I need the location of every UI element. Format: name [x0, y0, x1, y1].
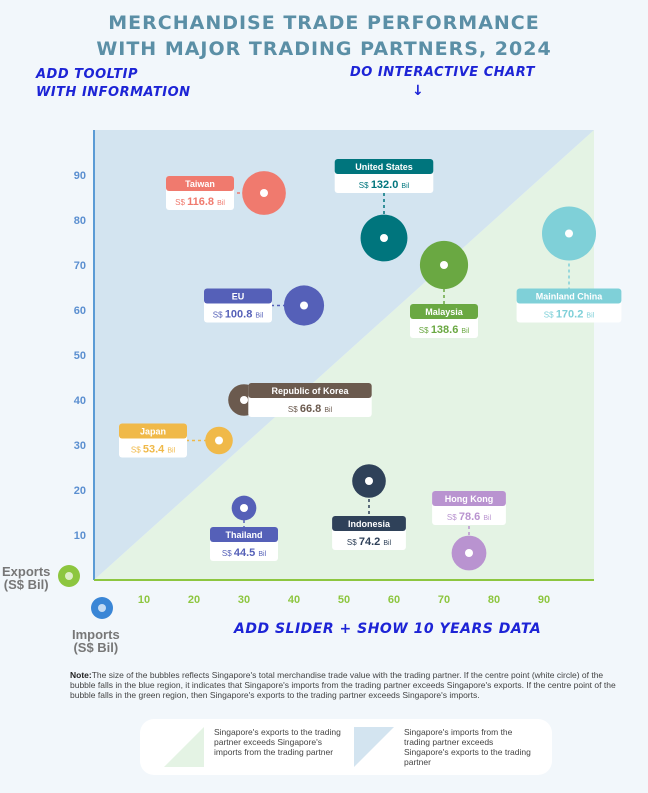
label-name: United States	[355, 162, 413, 172]
label-header	[332, 516, 406, 531]
x-tick-label: 80	[488, 594, 500, 606]
region-legend: Singapore's exports to the trading partn…	[140, 719, 552, 775]
chart-note: Note:The size of the bubbles reflects Si…	[70, 670, 616, 700]
x-tick-label: 90	[538, 594, 550, 606]
bubble-group[interactable]: Hong Kong S$ 78.6 Bil	[432, 491, 506, 571]
arrow-down-icon: ↓	[412, 83, 425, 99]
label-header	[248, 383, 372, 398]
label-header	[334, 159, 434, 174]
label-name: Mainland China	[536, 292, 603, 302]
label-value: S$ 74.2 Bil	[347, 536, 392, 548]
label-value: S$ 132.0 Bil	[359, 179, 410, 191]
label-name: Malaysia	[425, 307, 464, 317]
label-value: S$ 44.5 Bil	[222, 547, 267, 559]
y-tick-label: 90	[74, 170, 86, 182]
label-header	[432, 491, 506, 506]
green-region-swatch	[164, 727, 204, 767]
bubble-center	[300, 301, 308, 310]
slider-annotation: ADD SLIDER + SHOW 10 YEARS DATA	[234, 621, 542, 637]
y-tick-label: 70	[74, 260, 86, 272]
title-line-1: MERCHANDISE TRADE PERFORMANCE	[108, 12, 540, 34]
label-value: S$ 170.2 Bil	[544, 309, 595, 321]
bubble-group[interactable]: Malaysia S$ 138.6 Bil	[410, 240, 478, 338]
legend-green-text: Singapore's exports to the trading partn…	[214, 727, 341, 757]
x-tick-label: 70	[438, 594, 450, 606]
y-tick-label: 40	[74, 395, 86, 407]
label-name: Japan	[140, 427, 166, 437]
chart-title: MERCHANDISE TRADE PERFORMANCE WITH MAJOR…	[0, 10, 648, 62]
y-tick-label: 50	[74, 350, 86, 362]
x-tick-label: 30	[238, 594, 250, 606]
bubble-group[interactable]: Taiwan S$ 116.8 Bil	[166, 171, 286, 215]
label-name: Indonesia	[348, 519, 391, 529]
label-value: S$ 100.8 Bil	[213, 309, 264, 321]
interactive-annotation: DO INTERACTIVE CHART ↓	[350, 65, 535, 99]
title-line-2: WITH MAJOR TRADING PARTNERS, 2024	[96, 38, 552, 60]
bubble-center	[365, 477, 373, 485]
x-tick-label: 20	[188, 594, 200, 606]
bubble-center	[440, 261, 448, 269]
y-tick-label: 80	[74, 215, 86, 227]
label-name: EU	[232, 292, 245, 302]
label-value: S$ 66.8 Bil	[288, 403, 333, 415]
tooltip-annotation: ADD TOOLTIP WITH INFORMATION	[36, 67, 191, 100]
bubble-center	[465, 549, 473, 557]
x-axis-label: Imports (S$ Bil)	[72, 627, 120, 655]
y-tick-label: 60	[74, 305, 86, 317]
label-value: S$ 78.6 Bil	[447, 511, 492, 523]
label-header	[410, 304, 478, 319]
label-name: Thailand	[225, 530, 262, 540]
bubble-group[interactable]: Thailand S$ 44.5 Bil	[210, 495, 278, 561]
bubble-center	[240, 396, 248, 404]
x-tick-label: 40	[288, 594, 300, 606]
x-tick-label: 10	[138, 594, 150, 606]
bubble-group[interactable]: Japan S$ 53.4 Bil	[119, 423, 233, 458]
label-header	[516, 288, 622, 304]
label-header	[210, 527, 278, 542]
blue-region-swatch	[354, 727, 394, 767]
x-tick-label: 50	[338, 594, 350, 606]
label-name: Taiwan	[185, 179, 215, 189]
imports-icon-dot	[98, 604, 106, 612]
bubble-center	[215, 436, 223, 445]
x-tick-label: 60	[388, 594, 400, 606]
label-name: Republic of Korea	[271, 386, 349, 396]
y-tick-label: 30	[74, 440, 86, 452]
label-name: Hong Kong	[445, 494, 494, 504]
label-value: S$ 53.4 Bil	[131, 444, 176, 456]
bubble-group[interactable]: United States S$ 132.0 Bil	[334, 159, 434, 262]
bubble-center	[565, 229, 573, 238]
label-header	[204, 288, 272, 304]
y-tick-label: 10	[74, 530, 86, 542]
bubble-group[interactable]: Mainland China S$ 170.2 Bil	[516, 206, 622, 323]
bubble-group[interactable]: Indonesia S$ 74.2 Bil	[332, 464, 406, 550]
y-axis-label: Exports (S$ Bil)	[2, 564, 51, 592]
y-tick-label: 20	[74, 485, 86, 497]
blue-region	[94, 130, 594, 580]
exports-icon-dot	[65, 572, 73, 580]
bubble-chart[interactable]: 10 20 30 40 50 60 70 80 90 10 20 30 40 50 60 70 80 90 Taiw…	[0, 0, 648, 660]
legend-blue-text: Singapore's imports from the trading par…	[404, 727, 531, 767]
label-value: S$ 116.8 Bil	[175, 196, 225, 208]
bubble-group[interactable]: EU S$ 100.8 Bil	[204, 285, 325, 326]
bubble-center	[380, 234, 388, 242]
bubble-center	[260, 189, 268, 197]
label-header	[119, 423, 187, 439]
label-header	[166, 176, 234, 191]
bubble-center	[240, 504, 248, 512]
bubble-group[interactable]: Republic of Korea S$ 66.8 Bil	[228, 383, 372, 417]
label-value: S$ 138.6 Bil	[419, 324, 470, 336]
